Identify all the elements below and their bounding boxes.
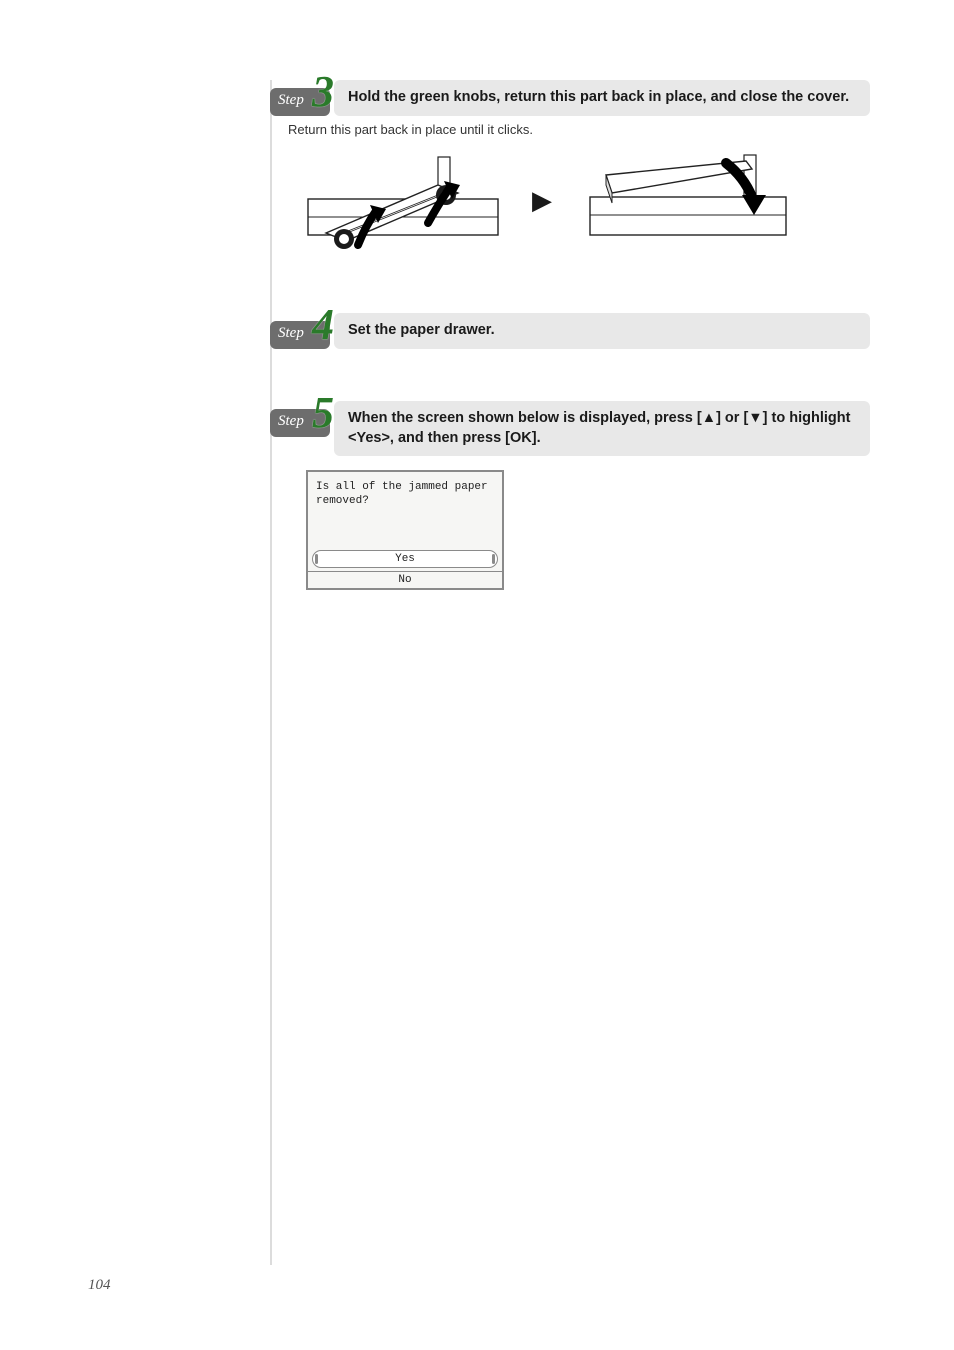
step-3-title-bar: Hold the green knobs, return this part b… (334, 80, 870, 116)
step-3-header: Step 3 Hold the green knobs, return this… (270, 80, 870, 116)
step-3-illus-right (576, 145, 796, 255)
step-5-title-bar: When the screen shown below is displayed… (334, 401, 870, 456)
step-4-badge: Step 4 (270, 321, 330, 349)
step-3-number: 3 (312, 70, 334, 114)
step-badge-label: Step (278, 92, 304, 109)
lcd-screen: Is all of the jammed paper removed? Yes … (306, 470, 504, 590)
page-number: 104 (88, 1277, 111, 1294)
step-4-header: Step 4 Set the paper drawer. (270, 313, 870, 349)
arrow-separator-icon: ▶ (532, 185, 552, 216)
step-4-title: Set the paper drawer. (348, 321, 856, 341)
step-4-number: 4 (312, 303, 334, 347)
step-badge-label: Step (278, 413, 304, 430)
lcd-option-no[interactable]: No (308, 571, 502, 588)
lcd-prompt-line1: Is all of the jammed paper (316, 480, 494, 494)
page-content: Step 3 Hold the green knobs, return this… (270, 80, 870, 590)
step-5-number: 5 (312, 391, 334, 435)
step-3-illustrations: ▶ (288, 145, 870, 255)
step-badge-label: Step (278, 325, 304, 342)
step-5-header: Step 5 When the screen shown below is di… (270, 401, 870, 456)
step-3-body: Return this part back in place until it … (288, 122, 870, 137)
step-5-title: When the screen shown below is displayed… (348, 409, 856, 448)
step-5-badge: Step 5 (270, 409, 330, 437)
lcd-prompt: Is all of the jammed paper removed? (308, 472, 502, 550)
lcd-option-yes[interactable]: Yes (312, 550, 498, 568)
lcd-prompt-line2: removed? (316, 494, 494, 508)
step-3-illus-left (288, 145, 508, 255)
step-3-title: Hold the green knobs, return this part b… (348, 88, 856, 108)
step-3-badge: Step 3 (270, 88, 330, 116)
step-4-title-bar: Set the paper drawer. (334, 313, 870, 349)
